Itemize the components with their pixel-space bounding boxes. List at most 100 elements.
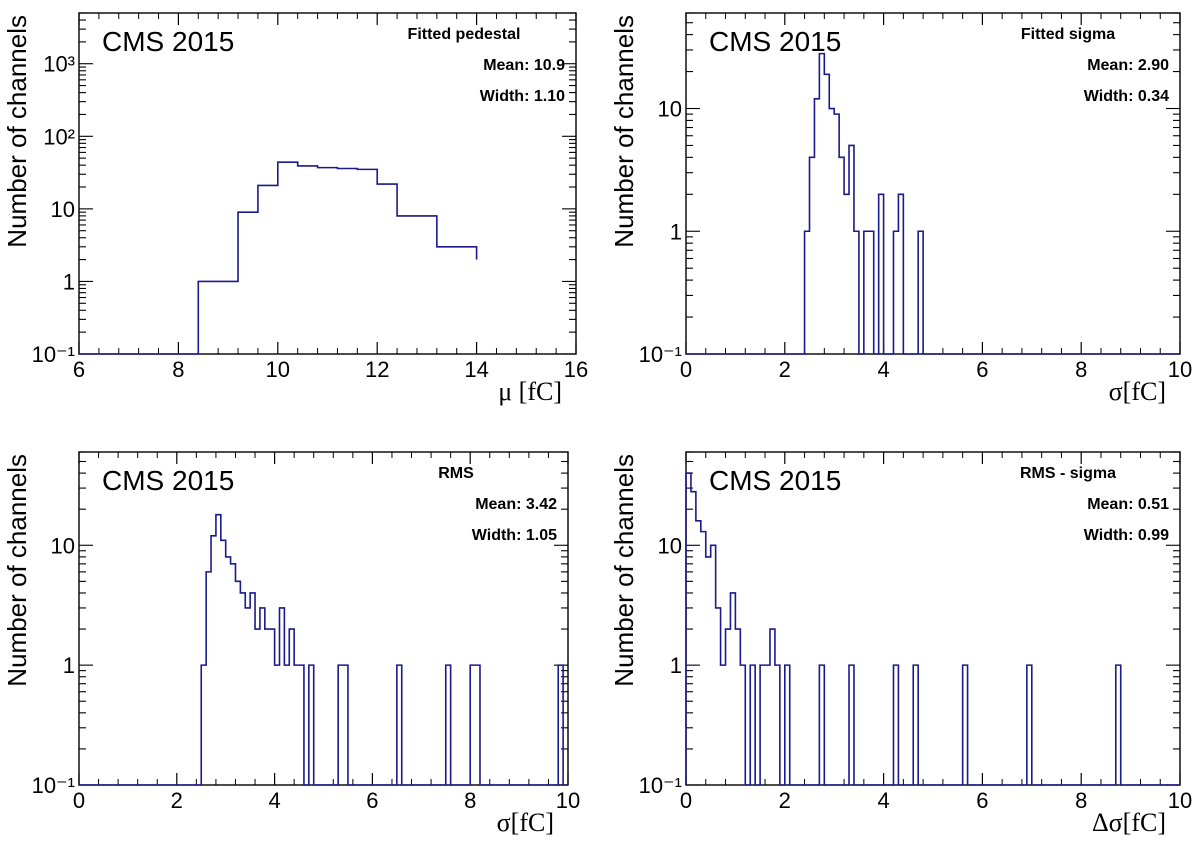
panel-4: 0 2 4 6 8 10 10⁻¹ 1 10 CMS 2015 RMS - sigma Mean: 0… xyxy=(609,451,1192,837)
stats-title: Fitted pedestal xyxy=(408,26,521,43)
x-tick-label: 4 xyxy=(268,788,280,813)
histogram-bin xyxy=(221,540,226,785)
histogram-bin xyxy=(258,185,278,354)
histogram-bin xyxy=(216,515,221,785)
histogram-bin xyxy=(696,521,701,785)
x-tick-label: 6 xyxy=(366,788,378,813)
x-tick-label: 10 xyxy=(1168,357,1192,382)
histogram-bin xyxy=(765,665,770,785)
cms-watermark: CMS 2015 xyxy=(709,26,841,57)
y-tick-label: 1 xyxy=(670,653,682,678)
y-tick-label: 10 xyxy=(51,197,75,222)
plot-frame xyxy=(78,12,577,355)
histogram-bin xyxy=(318,168,338,354)
histogram-line xyxy=(79,513,568,786)
y-tick-label: 10⁻¹ xyxy=(639,342,682,367)
x-tick-label: 6 xyxy=(976,788,988,813)
x-axis-label: σ[fC] xyxy=(1109,377,1166,406)
y-axis-label: Number of channels xyxy=(2,15,32,248)
histogram-bin xyxy=(437,247,477,354)
histogram-line xyxy=(79,161,478,355)
x-tick-label: 2 xyxy=(779,788,791,813)
stats-title: RMS - sigma xyxy=(1020,465,1116,482)
panel-1: 6 8 10 12 14 16 10⁻¹ 1 10 10² 10³ CMS 2015 Fitted pe… xyxy=(2,12,588,406)
x-axis-label: μ [fC] xyxy=(498,377,562,406)
y-tick-label: 10 xyxy=(51,533,75,558)
stats-line: Width: 1.10 xyxy=(480,88,565,105)
y-axis-label: Number of channels xyxy=(609,15,639,248)
x-tick-label: 12 xyxy=(365,357,389,382)
histogram-bin xyxy=(231,564,236,785)
histogram-bin xyxy=(377,184,397,354)
x-tick-label: 6 xyxy=(976,357,988,382)
x-tick-label: 8 xyxy=(1075,357,1087,382)
panel-2: 0 2 4 6 8 10 10⁻¹ 1 10 CMS 2015 Fitted sigma Mean: … xyxy=(609,12,1192,406)
histogram-bin xyxy=(245,608,250,785)
x-tick-label: 10 xyxy=(1168,788,1192,813)
stats-line: Mean: 10.9 xyxy=(483,57,565,74)
histogram-bin xyxy=(337,168,357,354)
stats-line: Width: 1.05 xyxy=(472,527,557,544)
x-tick-label: 10 xyxy=(266,357,290,382)
stats-line: Width: 0.34 xyxy=(1084,88,1169,105)
histogram-bin xyxy=(824,74,829,354)
histogram-bin xyxy=(260,608,265,785)
histogram-bin xyxy=(397,216,437,354)
y-axis-label: Number of channels xyxy=(2,454,32,687)
y-tick-label: 10⁻¹ xyxy=(32,342,75,367)
x-axis-label: Δσ[fC] xyxy=(1092,808,1166,837)
x-tick-label: 16 xyxy=(564,357,588,382)
histogram-bin xyxy=(275,665,280,785)
x-tick-label: 14 xyxy=(464,357,488,382)
histogram-bin xyxy=(701,532,706,785)
y-tick-label: 10⁻¹ xyxy=(639,773,682,798)
histogram-bin xyxy=(691,492,696,785)
histogram-bin xyxy=(284,665,289,785)
y-tick-label: 1 xyxy=(670,219,682,244)
cms-watermark: CMS 2015 xyxy=(102,465,234,496)
stats-line: Mean: 2.90 xyxy=(1087,57,1169,74)
histogram-bin xyxy=(235,581,240,785)
histogram-bin xyxy=(240,593,245,785)
histogram-bin xyxy=(721,665,726,785)
histogram-line xyxy=(685,472,1180,786)
y-tick-label: 10 xyxy=(658,97,682,122)
x-tick-label: 2 xyxy=(779,357,791,382)
x-tick-label: 4 xyxy=(877,357,889,382)
histogram-bin xyxy=(198,281,238,354)
y-tick-label: 10 xyxy=(658,533,682,558)
cms-watermark: CMS 2015 xyxy=(709,465,841,496)
y-tick-label: 1 xyxy=(63,653,75,678)
stats-title: RMS xyxy=(438,465,474,482)
x-tick-label: 10 xyxy=(556,788,580,813)
histogram-bin xyxy=(238,212,258,354)
stats-line: Mean: 0.51 xyxy=(1087,496,1169,513)
histogram-bin xyxy=(829,109,834,354)
y-tick-label: 10³ xyxy=(43,52,75,77)
histogram-bin xyxy=(706,557,711,785)
histogram-bin xyxy=(226,557,231,785)
cms-watermark: CMS 2015 xyxy=(102,26,234,57)
x-tick-label: 8 xyxy=(464,788,476,813)
y-tick-label: 10⁻¹ xyxy=(32,773,75,798)
histogram-bin xyxy=(278,162,298,354)
histogram-bin xyxy=(844,194,849,354)
x-tick-label: 0 xyxy=(680,357,692,382)
histogram-bin xyxy=(255,629,260,785)
y-tick-label: 10² xyxy=(43,124,75,149)
stats-title: Fitted sigma xyxy=(1021,26,1115,43)
histogram-line xyxy=(686,52,1180,355)
y-axis-label: Number of channels xyxy=(609,454,639,687)
x-tick-label: 6 xyxy=(73,357,85,382)
x-tick-label: 8 xyxy=(1075,788,1087,813)
x-tick-label: 0 xyxy=(73,788,85,813)
histogram-bin xyxy=(265,629,270,785)
x-tick-label: 0 xyxy=(680,788,692,813)
x-axis-label: σ[fC] xyxy=(497,808,554,837)
stats-line: Mean: 3.42 xyxy=(475,496,557,513)
histogram-bin xyxy=(298,166,318,354)
histogram-bin xyxy=(294,665,299,785)
